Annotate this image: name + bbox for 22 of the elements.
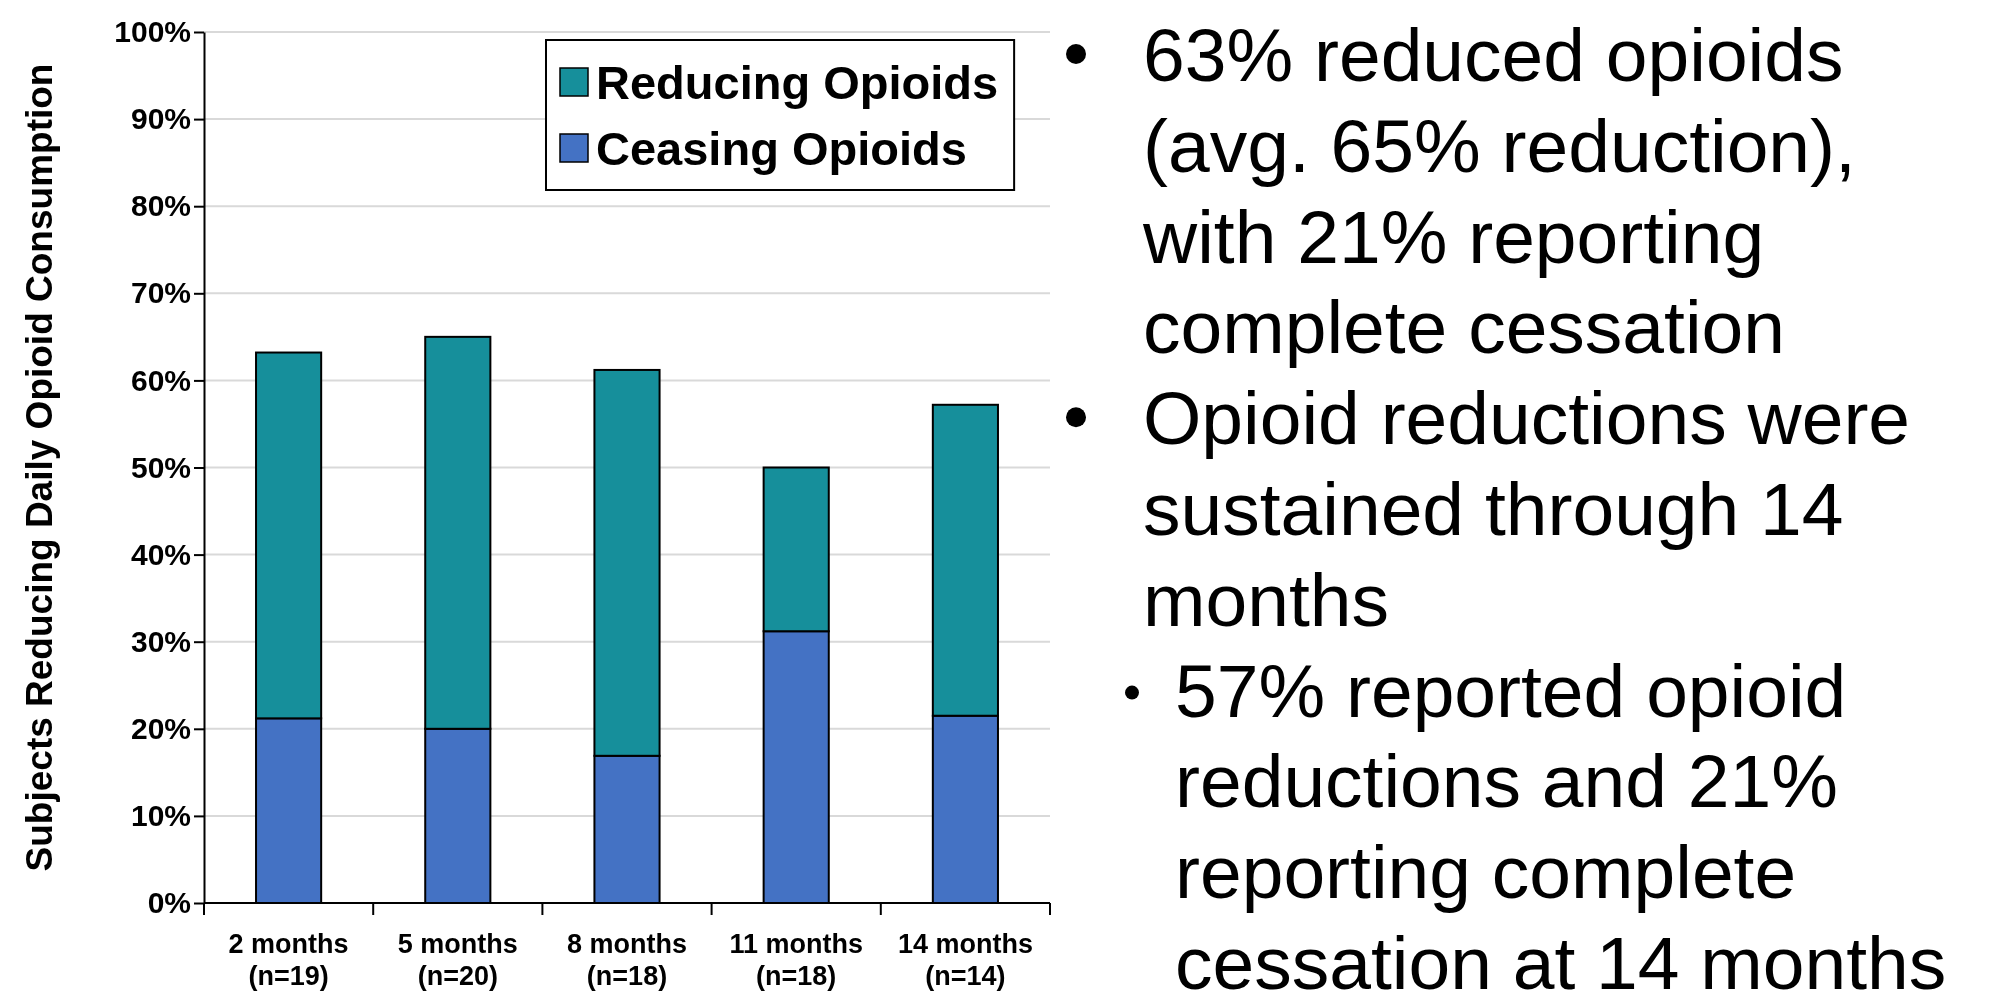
y-tick-label: 70%	[130, 276, 191, 310]
legend-label: Reducing Opioids	[596, 56, 999, 109]
x-tick-label: 5 months (n=20)	[397, 929, 518, 991]
y-tick-label: 20%	[130, 711, 191, 745]
y-tick-label: 40%	[130, 537, 191, 571]
text: Opioid reductions were sustained through 14 months	[1143, 376, 1911, 642]
text: 63% reduced opioids (avg. 65% reduction), with 21% reporting complete cessation	[1142, 13, 1856, 370]
y-tick-label: 100%	[114, 15, 191, 49]
y-tick-label: 10%	[130, 799, 191, 832]
x-tick-label: 14 months (n=14)	[897, 929, 1033, 991]
x-tick-label: 8 months (n=18)	[566, 929, 688, 991]
legend-label: Ceasing Opioids	[596, 122, 967, 175]
x-tick-label: 11 months (n=18)	[729, 929, 863, 991]
y-tick-label: 90%	[130, 102, 191, 136]
x-tick-label: 2 months (n=19)	[228, 929, 349, 991]
text: 57% reported opioid reductions and 21% reporting complete cessation at 14 months	[1175, 648, 1947, 998]
y-tick-label: 60%	[130, 363, 191, 397]
y-axis-title: Subjects Reducing Daily Opioid Consumption	[19, 63, 60, 872]
y-tick-label: 80%	[130, 189, 191, 223]
y-tick-label: 0%	[147, 886, 191, 920]
y-tick-label: 30%	[130, 624, 191, 658]
y-tick-label: 50%	[130, 450, 191, 484]
